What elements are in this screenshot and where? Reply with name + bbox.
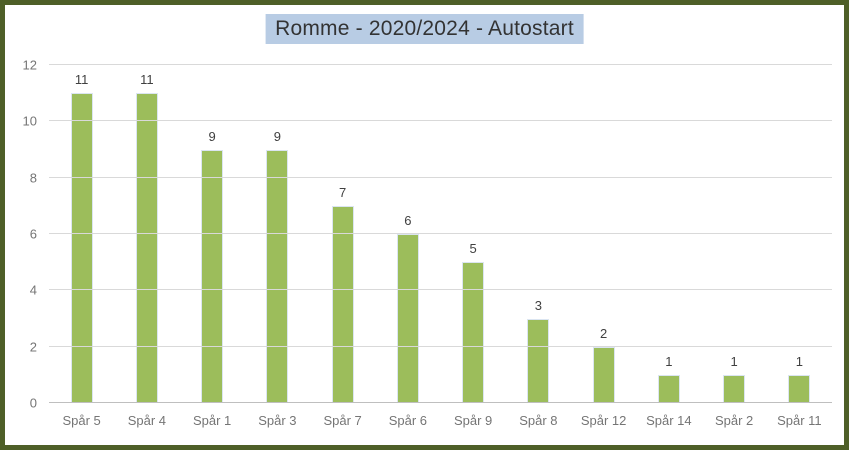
x-category-label: Spår 5 <box>62 413 101 428</box>
bar-column: 1 Spår 11 <box>767 65 832 428</box>
x-category-label: Spår 8 <box>519 413 558 428</box>
bar-value-label: 2 <box>600 325 608 341</box>
x-category-label: Spår 6 <box>388 413 428 428</box>
bar-column: 1 Spår 2 <box>702 65 767 428</box>
x-category-label: Spår 4 <box>127 413 167 428</box>
bar[interactable] <box>70 93 93 403</box>
bar-column: 9 Spår 3 <box>245 65 310 429</box>
y-tick-label: 10 <box>22 113 37 129</box>
gridline <box>49 176 832 178</box>
chart-title[interactable]: Romme - 2020/2024 - Autostart <box>265 14 584 44</box>
y-tick-label: 6 <box>29 226 37 242</box>
bar-column: 2 Spår 12 <box>571 65 636 428</box>
x-category-label: Spår 14 <box>646 413 692 428</box>
gridline <box>49 289 832 291</box>
gridline <box>49 233 832 234</box>
bar-column: 3 Spår 8 <box>506 65 571 429</box>
x-category-label: Spår 1 <box>192 413 232 428</box>
bar[interactable] <box>135 93 158 403</box>
bar-value-label: 9 <box>208 128 216 144</box>
bar[interactable] <box>788 374 811 403</box>
bar-value-label: 3 <box>534 297 542 313</box>
bar-value-label: 1 <box>730 353 738 369</box>
bar-value-label: 9 <box>273 128 281 144</box>
bar[interactable] <box>266 149 289 403</box>
bar-column: 9 Spår 1 <box>180 65 245 429</box>
y-tick-label: 12 <box>22 57 37 73</box>
gridline <box>49 345 832 347</box>
bar-column: 5 Spår 9 <box>441 65 506 428</box>
x-category-label: Spår 3 <box>258 413 297 428</box>
bar[interactable] <box>723 374 746 403</box>
bar-value-label: 11 <box>140 72 154 88</box>
bar-value-label: 1 <box>795 353 803 369</box>
x-axis-line <box>49 402 832 403</box>
x-category-label: Spår 11 <box>777 413 822 428</box>
bar[interactable] <box>396 234 419 403</box>
bar-column: 7 Spår 7 <box>310 65 375 428</box>
bar-column: 11 Spår 4 <box>114 65 179 428</box>
bar-column: 11 Spår 5 <box>49 65 114 428</box>
bar[interactable] <box>331 205 354 403</box>
y-tick-label: 4 <box>29 282 37 298</box>
bar-column: 6 Spår 6 <box>375 65 440 428</box>
gridline <box>49 120 832 122</box>
bar-columns: 11 Spår 5 11 Spår 4 9 Spår 1 9 Spår 3 7 Spår 7 6 Sp… <box>49 65 832 429</box>
x-category-label: Spår 2 <box>714 413 754 428</box>
gridline <box>49 64 832 65</box>
y-tick-label: 8 <box>29 170 37 186</box>
bar-value-label: 5 <box>469 241 477 257</box>
bar[interactable] <box>527 318 550 403</box>
bar-value-label: 1 <box>665 353 673 369</box>
x-category-label: Spår 12 <box>580 413 627 428</box>
plot-area: 11 Spår 5 11 Spår 4 9 Spår 1 9 Spår 3 7 Spår 7 6 Sp… <box>23 59 832 429</box>
bar-value-label: 7 <box>339 184 347 200</box>
bar[interactable] <box>592 346 615 403</box>
y-tick-label: 2 <box>29 339 37 355</box>
y-tick-label: 0 <box>29 395 37 411</box>
bar[interactable] <box>201 149 224 403</box>
bar-value-label: 11 <box>74 72 89 88</box>
x-category-label: Spår 9 <box>453 413 493 428</box>
bar-column: 1 Spår 14 <box>636 65 701 428</box>
bar[interactable] <box>657 374 680 403</box>
bar-value-label: 6 <box>404 213 412 228</box>
x-category-label: Spår 7 <box>323 413 362 428</box>
bar[interactable] <box>462 262 485 403</box>
